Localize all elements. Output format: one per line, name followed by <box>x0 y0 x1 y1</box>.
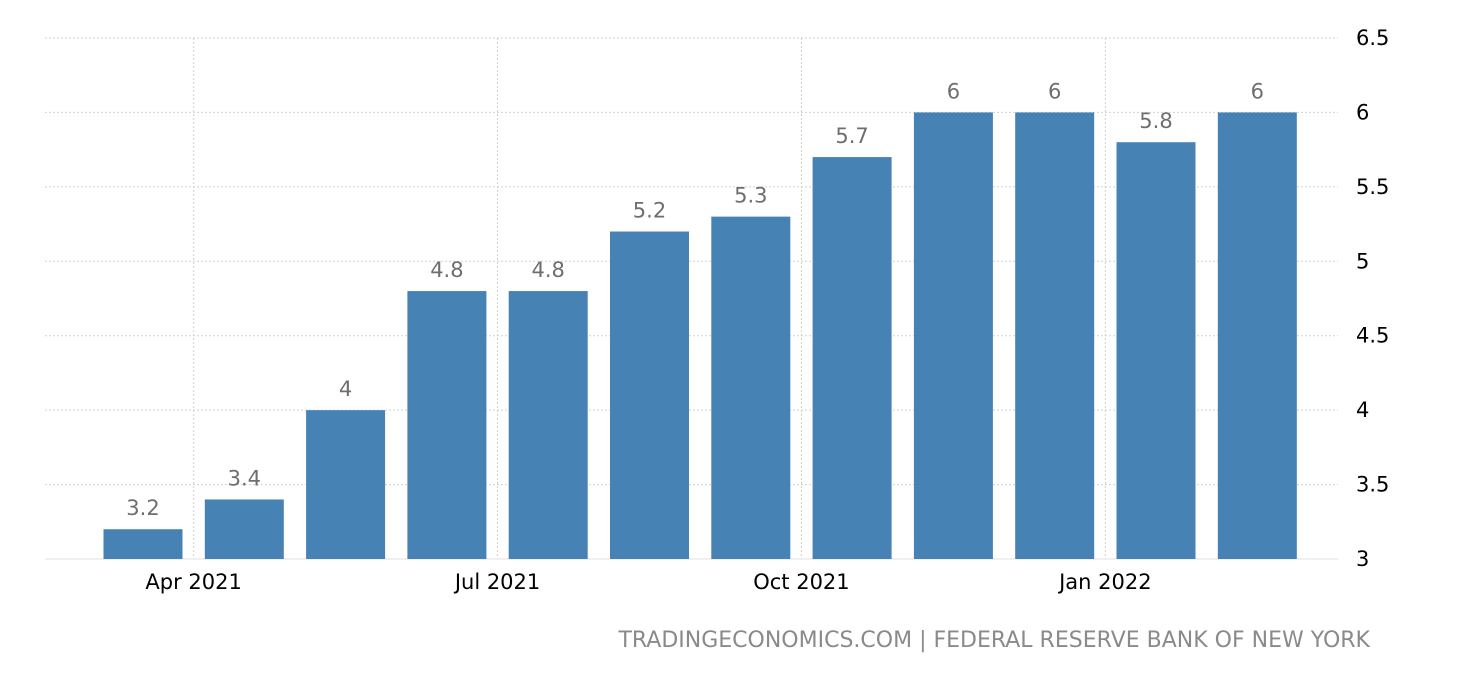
bars <box>103 112 1297 560</box>
data-labels: 3.2 3.4 4 4.8 4.8 5.2 5.3 5.7 6 6 5.8 6 <box>126 79 1264 520</box>
data-label: 5.3 <box>734 184 767 208</box>
data-label: 4.8 <box>531 258 564 282</box>
data-label: 5.2 <box>633 199 666 223</box>
data-label: 3.4 <box>228 466 261 490</box>
data-label: 6 <box>1251 79 1264 103</box>
y-tick-label: 4.5 <box>1356 324 1389 348</box>
data-label: 4.8 <box>430 258 463 282</box>
y-tick-label: 5.5 <box>1356 175 1389 199</box>
bar <box>711 216 791 559</box>
bar <box>1217 112 1297 559</box>
data-label: 3.2 <box>126 496 159 520</box>
bar <box>204 499 284 559</box>
source-attribution: TRADINGECONOMICS.COM | FEDERAL RESERVE B… <box>618 628 1370 653</box>
data-label: 6 <box>947 79 960 103</box>
bar <box>407 291 487 559</box>
y-tick-label: 5 <box>1356 249 1369 273</box>
y-axis: 3 3.5 4 4.5 5 5.5 6 6.5 <box>1356 26 1389 571</box>
y-tick-label: 6.5 <box>1356 26 1389 50</box>
data-label: 6 <box>1048 79 1061 103</box>
data-label: 5.8 <box>1139 109 1172 133</box>
y-tick-label: 4 <box>1356 398 1369 422</box>
x-axis: Apr 2021 Jul 2021 Oct 2021 Jan 2022 <box>145 570 1151 594</box>
y-tick-label: 3 <box>1356 547 1369 571</box>
y-tick-label: 3.5 <box>1356 473 1389 497</box>
bar <box>508 291 588 559</box>
bar <box>913 112 993 559</box>
x-tick-label: Oct 2021 <box>753 570 849 594</box>
data-label: 4 <box>339 377 352 401</box>
bar <box>610 231 689 559</box>
bar <box>103 529 183 559</box>
bar <box>1116 142 1196 559</box>
x-tick-label: Apr 2021 <box>145 570 241 594</box>
y-tick-label: 6 <box>1356 100 1369 124</box>
bar <box>306 410 386 559</box>
bar <box>1015 112 1095 559</box>
data-label: 5.7 <box>835 124 868 148</box>
x-tick-label: Jan 2022 <box>1057 570 1152 594</box>
bar <box>812 157 892 560</box>
x-tick-label: Jul 2021 <box>453 570 540 594</box>
